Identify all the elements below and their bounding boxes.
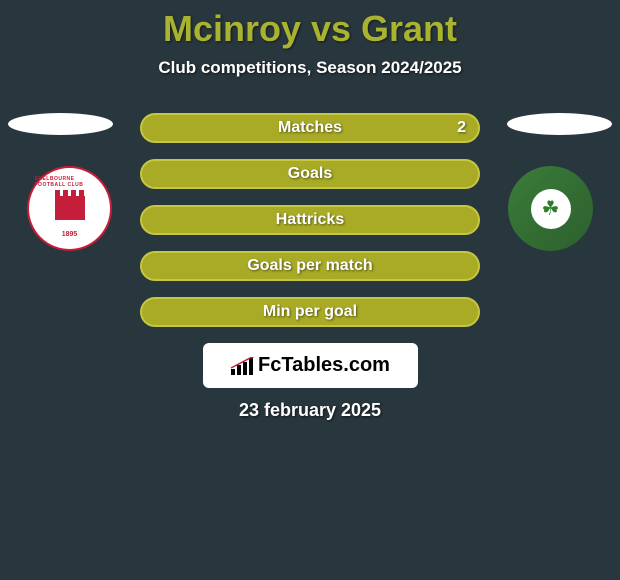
crest-left-year: 1895: [62, 231, 78, 238]
club-crest-left: SHELBOURNE FOOTBALL CLUB 1895: [27, 166, 112, 251]
page-title: Mcinroy vs Grant: [0, 8, 620, 50]
stat-label: Min per goal: [263, 303, 357, 321]
crest-left-inner: SHELBOURNE FOOTBALL CLUB 1895: [35, 174, 105, 244]
stat-row-matches: Matches 2: [140, 113, 480, 143]
stat-label: Goals per match: [247, 257, 372, 275]
date-text: 23 february 2025: [0, 400, 620, 421]
logo-text: FcTables.com: [258, 354, 390, 377]
stat-row-goals-per-match: Goals per match: [140, 251, 480, 281]
stat-row-min-per-goal: Min per goal: [140, 297, 480, 327]
stat-label: Matches: [278, 119, 342, 137]
stat-row-hattricks: Hattricks: [140, 205, 480, 235]
shamrock-icon: ☘: [542, 196, 560, 221]
bar-chart-icon: [230, 357, 254, 375]
crest-left-club-text: SHELBOURNE FOOTBALL CLUB: [35, 176, 105, 188]
player-right-ellipse: [507, 113, 612, 135]
stat-value: 2: [457, 119, 466, 137]
content-area: SHELBOURNE FOOTBALL CLUB 1895 ☘ Matches …: [0, 113, 620, 421]
castle-icon: [55, 196, 85, 220]
source-logo: FcTables.com: [230, 354, 390, 377]
subtitle: Club competitions, Season 2024/2025: [0, 58, 620, 78]
stat-row-goals: Goals: [140, 159, 480, 189]
player-left-ellipse: [8, 113, 113, 135]
stat-label: Goals: [288, 165, 332, 183]
crest-right-inner: ☘: [531, 189, 571, 229]
club-crest-right: ☘: [508, 166, 593, 251]
stat-label: Hattricks: [276, 211, 344, 229]
stats-column: Matches 2 Goals Hattricks Goals per matc…: [140, 113, 480, 327]
infographic-container: Mcinroy vs Grant Club competitions, Seas…: [0, 0, 620, 421]
source-logo-box: FcTables.com: [203, 343, 418, 388]
